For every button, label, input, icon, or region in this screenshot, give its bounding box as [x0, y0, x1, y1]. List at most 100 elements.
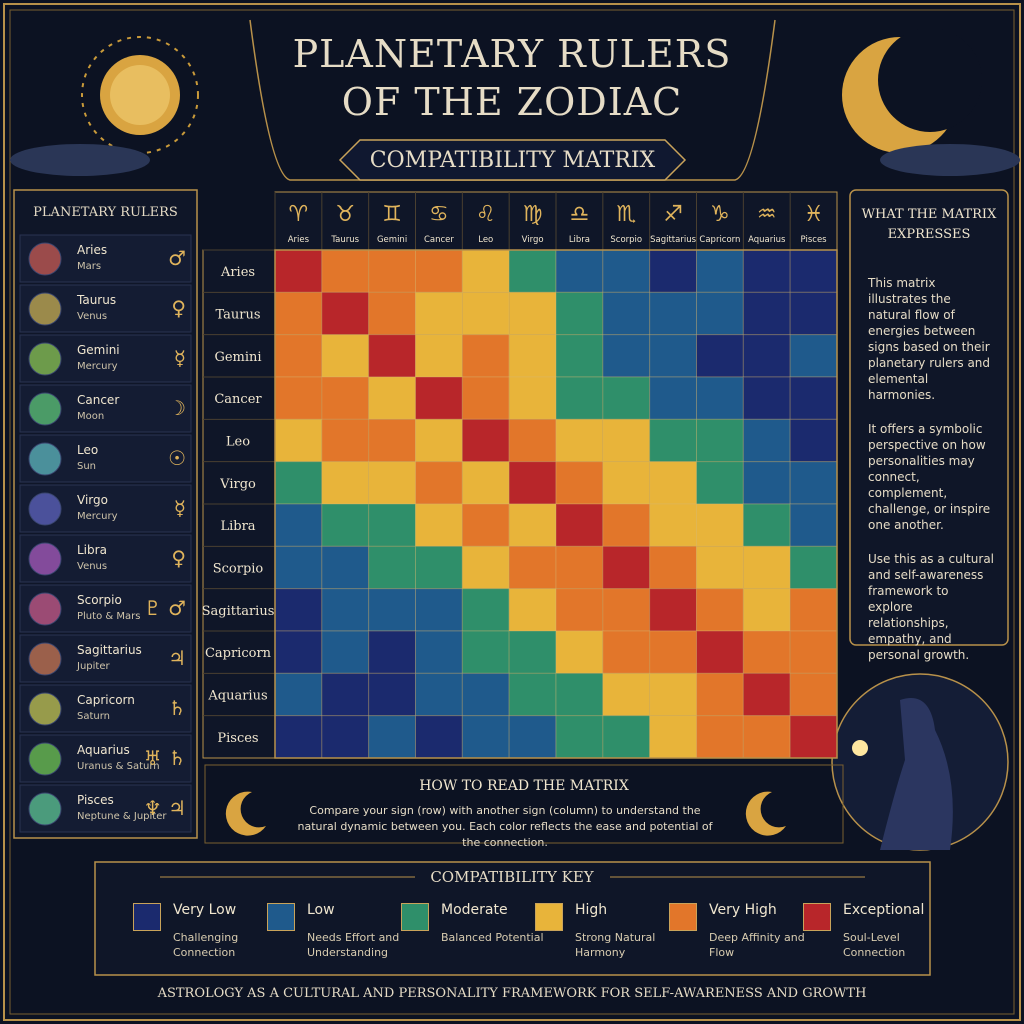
- matrix-cell: [368, 503, 416, 547]
- key-description: Needs Effort and Understanding: [307, 931, 400, 959]
- key-label: Very High: [709, 902, 777, 918]
- matrix-cell: [602, 461, 651, 505]
- planet-name: Mars: [77, 261, 102, 272]
- matrix-cell: [602, 418, 651, 463]
- inner-frame: [9, 9, 1015, 1015]
- planet-name: Moon: [77, 411, 105, 422]
- matrix-cell: [789, 376, 838, 420]
- row-label: Scorpio: [213, 562, 264, 577]
- matrix-cell: [415, 588, 463, 632]
- matrix-cell: [742, 249, 791, 293]
- key-description: Soul-Level Connection: [843, 931, 906, 959]
- matrix-cell: [321, 376, 370, 420]
- sign-name: Libra: [77, 543, 107, 557]
- matrix-cell: [368, 588, 416, 632]
- key-description: Balanced Potential: [441, 931, 544, 944]
- planet-name: Sun: [77, 461, 97, 472]
- planet-icon: [28, 242, 62, 276]
- matrix-cell: [321, 418, 370, 463]
- matrix-cell: [555, 461, 604, 505]
- matrix-cell: [696, 334, 744, 378]
- matrix-cell: [368, 376, 416, 420]
- matrix-cell: [368, 630, 416, 674]
- matrix-cell: [742, 630, 791, 674]
- planet-icon: [28, 692, 62, 726]
- key-swatch: [535, 903, 563, 931]
- matrix-cell: [415, 672, 463, 717]
- column-label: Cancer: [424, 235, 454, 245]
- planet-icon: [28, 492, 62, 526]
- matrix-cell: [461, 545, 510, 590]
- matrix-cell: [742, 291, 791, 336]
- matrix-cell: [696, 249, 744, 293]
- matrix-cell: [649, 630, 698, 674]
- sign-name: Gemini: [77, 343, 120, 357]
- planet-icon: [28, 442, 62, 476]
- matrix-cell: [368, 418, 416, 463]
- planet-name: Mercury: [77, 361, 118, 372]
- sign-name: Virgo: [77, 493, 108, 507]
- planet-symbol: ♃: [168, 646, 186, 670]
- planet-name: Mercury: [77, 511, 118, 522]
- matrix-cell: [415, 249, 463, 293]
- matrix-cell: [461, 715, 510, 759]
- matrix-cell: [789, 715, 838, 759]
- matrix-cell: [274, 461, 323, 505]
- sign-name: Scorpio: [77, 593, 122, 607]
- matrix-cell: [508, 291, 557, 336]
- matrix-cell: [649, 545, 698, 590]
- matrix-cell: [274, 291, 323, 336]
- explanation-heading: WHAT THE MATRIX EXPRESSES: [861, 207, 997, 242]
- matrix-cell: [696, 503, 744, 547]
- matrix-cell: [508, 334, 557, 378]
- matrix-cell: [742, 503, 791, 547]
- matrix-cell: [649, 461, 698, 505]
- matrix-cell: [789, 630, 838, 674]
- column-glyph: ♒: [757, 202, 777, 227]
- planet-icon: [28, 542, 62, 576]
- row-label: Aquarius: [207, 689, 267, 704]
- matrix-cell: [696, 672, 744, 717]
- explanation-paragraph: It offers a symbolic perspective on how …: [868, 422, 991, 532]
- matrix-cell: [508, 418, 557, 463]
- row-label: Aries: [220, 265, 255, 280]
- planet-symbol: ☿: [173, 496, 186, 520]
- matrix-cell: [742, 334, 791, 378]
- title-line: PLANETARY RULERS: [292, 32, 732, 76]
- matrix-cell: [742, 376, 791, 420]
- matrix-cell: [789, 503, 838, 547]
- matrix-cell: [789, 545, 838, 590]
- matrix-cell: [696, 630, 744, 674]
- matrix-cell: [508, 503, 557, 547]
- column-glyph: ♓: [804, 202, 824, 227]
- matrix-cell: [649, 334, 698, 378]
- matrix-cell: [461, 461, 510, 505]
- matrix-cell: [602, 503, 651, 547]
- matrix-cell: [555, 630, 604, 674]
- matrix-cell: [461, 418, 510, 463]
- subtitle: COMPATIBILITY MATRIX: [369, 148, 656, 173]
- key-label: Exceptional: [843, 902, 925, 918]
- row-label: Capricorn: [205, 646, 272, 661]
- how-text: Compare your sign (row) with another sig…: [297, 804, 713, 849]
- matrix-cell: [415, 291, 463, 336]
- title: PLANETARY RULERS OF THE ZODIAC: [0, 30, 1024, 126]
- cloud: [880, 144, 1020, 176]
- matrix-cell: [696, 715, 744, 759]
- key-description: Challenging Connection: [173, 931, 239, 959]
- matrix-cell: [368, 461, 416, 505]
- matrix-cell: [602, 672, 651, 717]
- planet-icon: [28, 292, 62, 326]
- subtitle-frame: [338, 139, 687, 181]
- matrix-cell: [555, 249, 604, 293]
- row-label: Libra: [220, 519, 255, 534]
- matrix-cell: [274, 588, 323, 632]
- matrix-cell: [368, 715, 416, 759]
- column-glyph: ♐: [663, 202, 683, 227]
- matrix-cell: [321, 291, 370, 336]
- column-glyph: ♏: [616, 202, 636, 227]
- key-label: High: [575, 902, 608, 918]
- key-description: Strong Natural Harmony: [575, 931, 656, 959]
- matrix-cell: [274, 334, 323, 378]
- planet-name: Venus: [77, 561, 108, 572]
